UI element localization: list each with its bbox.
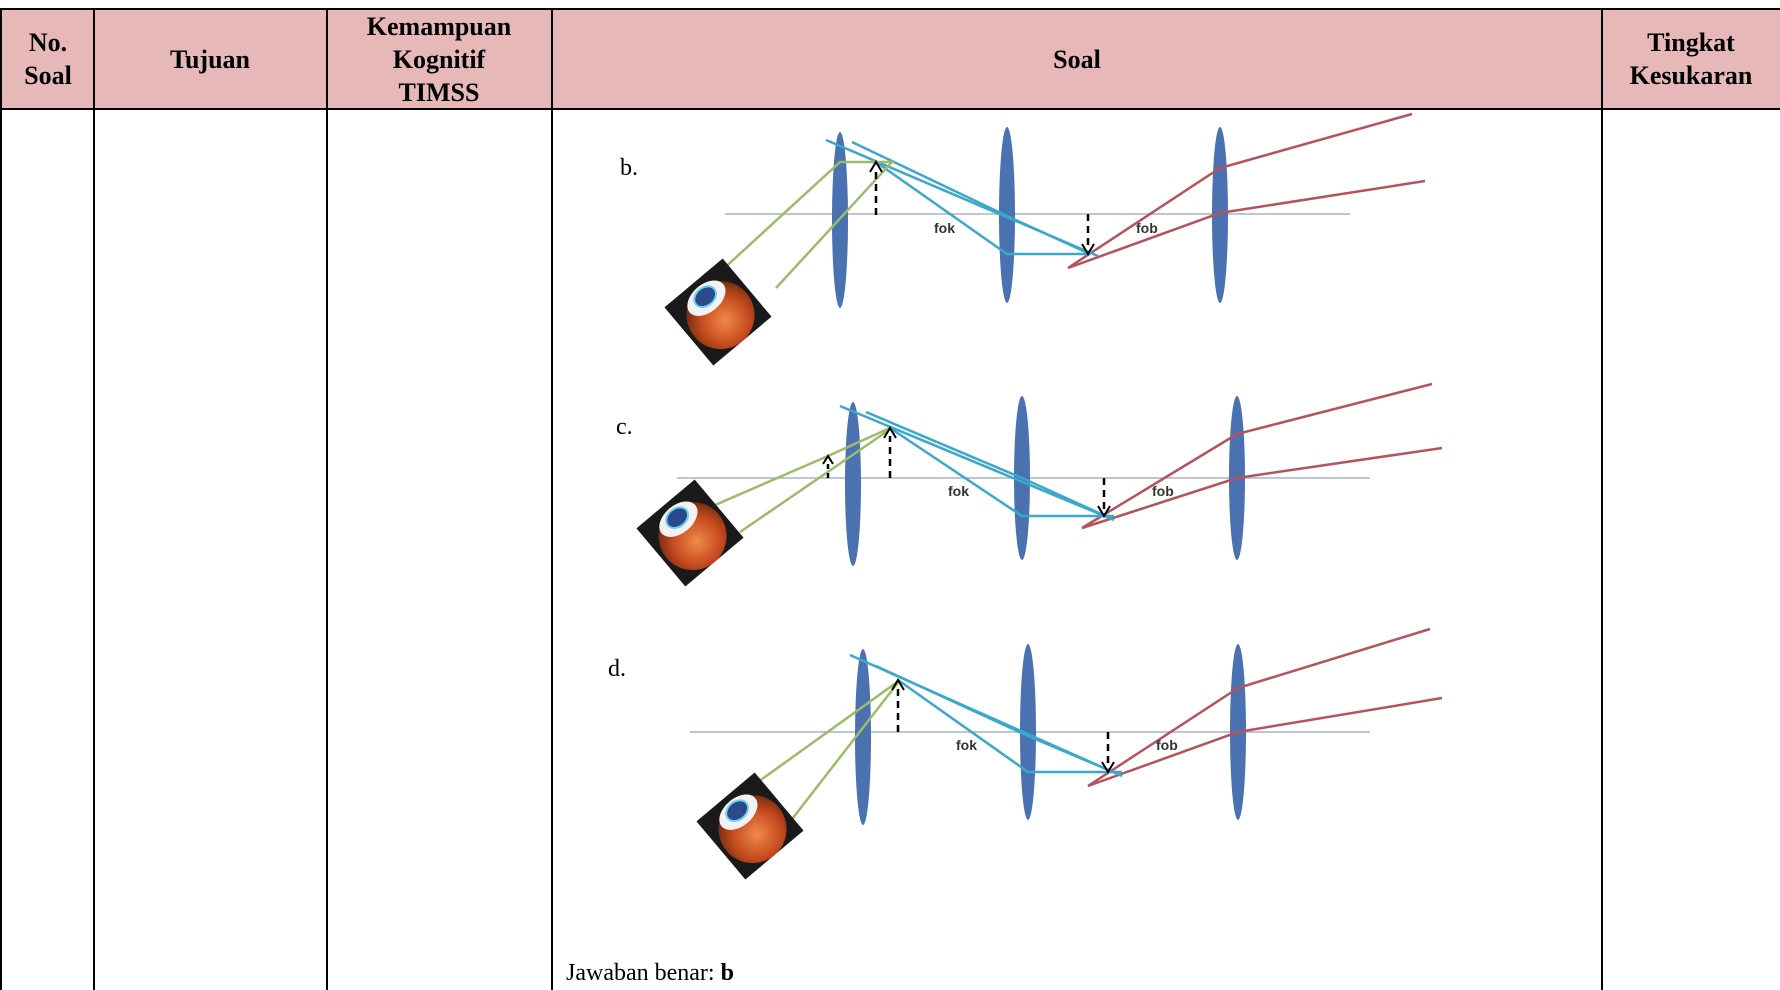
col-border-2 [326, 8, 328, 990]
answer-prefix: Jawaban benar: [566, 960, 721, 986]
header-tujuan-label: Tujuan [170, 44, 250, 74]
option-label-d: d. [608, 656, 626, 682]
fob-label: fob [1156, 737, 1178, 753]
real-image-arrowhead [1101, 761, 1115, 774]
eyepiece-ray-2 [781, 679, 901, 833]
objective-ray-1 [1081, 382, 1433, 530]
eyepiece-lens [845, 402, 861, 566]
fob-label: fob [1136, 220, 1158, 236]
fok-label: fok [934, 220, 955, 236]
middle-ray-3 [825, 138, 1099, 258]
virtual-image-arrowhead-small [822, 454, 834, 465]
header-no-soal: No. Soal [0, 8, 94, 110]
header-kemampuan-line2: Kognitif [392, 44, 486, 74]
fob-label: fob [1152, 483, 1174, 499]
header-no-soal-line1: No. [28, 28, 68, 57]
header-tingkat: Tingkat Kesukaran [1602, 8, 1780, 110]
middle-ray-1 [865, 410, 1111, 520]
header-soal: Soal [552, 8, 1602, 110]
eyepiece-ray-2 [739, 426, 893, 534]
eyepiece-lens [855, 649, 871, 825]
diagram-b: fok fob [664, 112, 1426, 366]
col-border-0 [0, 8, 2, 990]
fok-label: fok [956, 737, 977, 753]
col-border-4 [1601, 8, 1603, 990]
header-kemampuan-line1: Kemampuan [366, 11, 512, 41]
fok-label: fok [948, 483, 969, 499]
header-tingkat-line2: Kesukaran [1629, 61, 1753, 90]
diagram-d: fok fob [690, 627, 1443, 880]
objective-ray-2 [1081, 446, 1443, 530]
header-kemampuan: Kemampuan Kognitif TIMSS [326, 8, 552, 110]
header-soal-label: Soal [1053, 44, 1101, 74]
option-label-b: b. [620, 155, 638, 181]
objective-ray-2 [1067, 179, 1426, 270]
correct-answer: Jawaban benar: b [566, 960, 734, 987]
col-border-1 [93, 8, 95, 990]
eyepiece-ray-2 [775, 161, 893, 289]
header-kemampuan-line3: TIMSS [398, 77, 480, 107]
objective-ray-1 [1067, 112, 1413, 270]
middle-ray-3 [839, 404, 1115, 522]
objective-ray-2 [1087, 696, 1443, 788]
header-no-soal-line2: Soal [24, 61, 72, 90]
middle-ray-3 [849, 653, 1123, 778]
header-tujuan: Tujuan [94, 8, 326, 110]
middle-ray-2 [889, 426, 1114, 518]
eye-icon [664, 258, 772, 366]
virtual-image-arrowhead [869, 160, 883, 173]
virtual-image-arrowhead [891, 678, 905, 691]
col-border-3 [551, 8, 553, 990]
real-image-arrowhead [1097, 505, 1111, 518]
eye-icon [696, 772, 804, 880]
eye-icon [636, 479, 744, 587]
middle-ray-2 [897, 678, 1122, 774]
real-image-arrowhead [1081, 243, 1095, 256]
objective-ray-1 [1087, 627, 1431, 788]
option-label-c: c. [616, 414, 633, 440]
answer-value: b [720, 960, 734, 986]
middle-lens [1020, 644, 1036, 820]
header-tingkat-line1: Tingkat [1647, 28, 1735, 57]
virtual-image-arrowhead [883, 426, 897, 439]
middle-ray-2 [875, 160, 1090, 256]
diagram-c: fok fob [636, 382, 1443, 587]
